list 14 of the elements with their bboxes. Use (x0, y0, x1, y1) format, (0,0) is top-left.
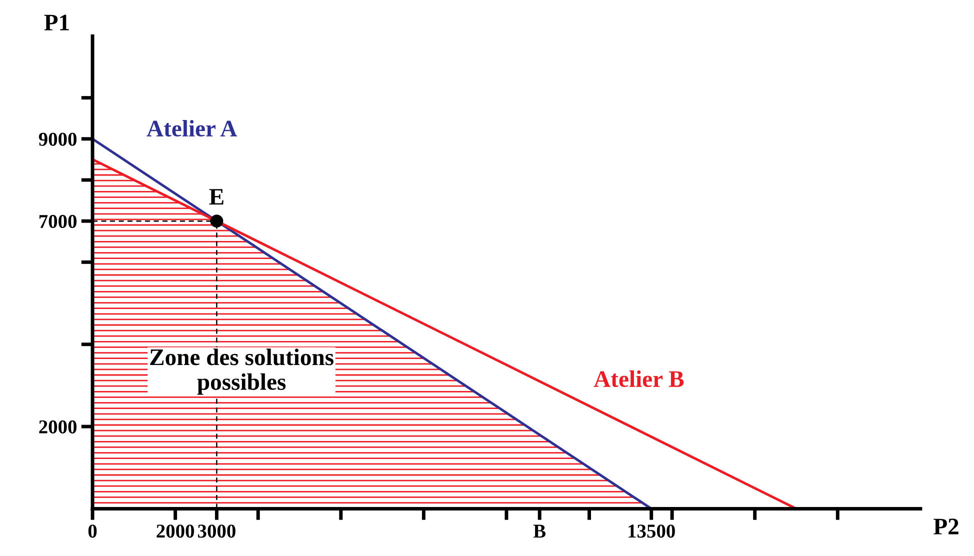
annotation: E (209, 189, 224, 205)
annotation: Zone des solutions possibles (150, 348, 334, 395)
y-axis-title: P1 (44, 14, 69, 30)
y-tick-label: 7000 (39, 214, 77, 228)
x-tick-label: 2000 (156, 524, 194, 538)
x-tick-label: B (533, 524, 546, 538)
x-tick-label: 13500 (628, 524, 675, 538)
annotation: Atelier B (594, 370, 684, 388)
x-axis-title: P2 (934, 518, 958, 534)
y-tick-label: 2000 (39, 420, 77, 434)
x-tick-label: 0 (88, 524, 97, 538)
x-tick-label: 3000 (198, 524, 236, 538)
annotation: Atelier A (146, 120, 238, 137)
y-tick-label: 9000 (38, 132, 77, 146)
